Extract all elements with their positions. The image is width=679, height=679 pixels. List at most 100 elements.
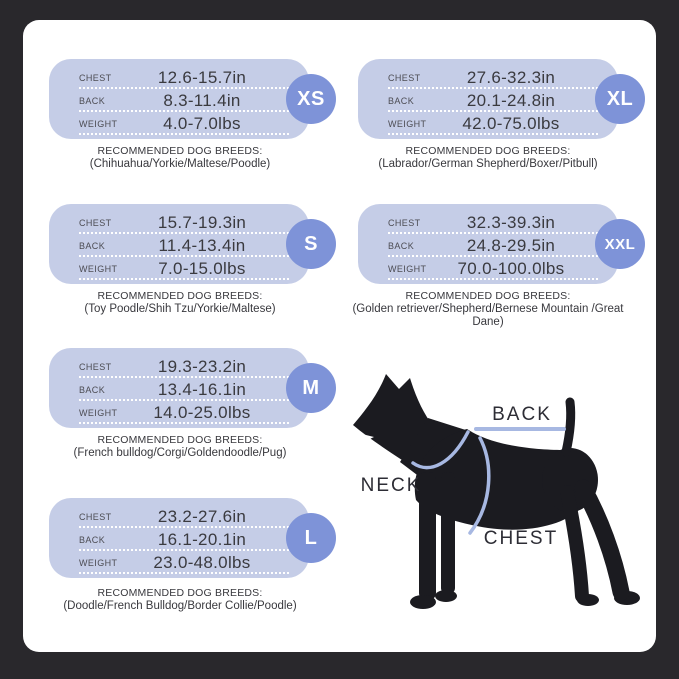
measurement-rows: CHEST 15.7-19.3in BACK 11.4-13.4in WEIGH… <box>79 211 289 280</box>
size-badge-s: S <box>286 219 336 269</box>
breed-names: (French bulldog/Corgi/Goldendoodle/Pug) <box>73 447 287 459</box>
size-panel-xl: CHEST 27.6-32.3in BACK 20.1-24.8in WEIGH… <box>358 59 645 139</box>
weight-row: WEIGHT 23.0-48.0lbs <box>79 551 289 574</box>
chest-label: CHEST <box>79 512 112 522</box>
dog-mouth-notch <box>354 432 374 445</box>
size-chart-card: CHEST 12.6-15.7in BACK 8.3-11.4in WEIGHT… <box>23 20 656 652</box>
diagram-back-label: BACK <box>492 404 552 425</box>
size-panel-xxl: CHEST 32.3-39.3in BACK 24.8-29.5in WEIGH… <box>358 204 645 284</box>
breeds-block-m: RECOMMENDED DOG BREEDS: (French bulldog/… <box>25 434 335 460</box>
size-badge-xl: XL <box>595 74 645 124</box>
weight-value: 70.0-100.0lbs <box>457 259 565 278</box>
back-label: BACK <box>388 96 415 106</box>
back-row: BACK 20.1-24.8in <box>388 89 598 112</box>
chest-label: CHEST <box>388 73 421 83</box>
chest-value: 15.7-19.3in <box>157 213 247 232</box>
chest-label: CHEST <box>79 218 112 228</box>
dog-silhouette-icon <box>353 374 640 609</box>
back-value: 16.1-20.1in <box>157 530 247 549</box>
chest-label: CHEST <box>79 73 112 83</box>
chest-value: 32.3-39.3in <box>466 213 556 232</box>
breed-names: (Chihuahua/Yorkie/Maltese/Poodle) <box>89 158 271 170</box>
size-panel-xs: CHEST 12.6-15.7in BACK 8.3-11.4in WEIGHT… <box>49 59 336 139</box>
measurement-rows: CHEST 23.2-27.6in BACK 16.1-20.1in WEIGH… <box>79 505 289 574</box>
back-row: BACK 8.3-11.4in <box>79 89 289 112</box>
recommended-heading: RECOMMENDED DOG BREEDS: <box>97 434 263 446</box>
back-row: BACK 11.4-13.4in <box>79 234 289 257</box>
dog-silhouette-limbs <box>560 397 630 603</box>
back-row: BACK 13.4-16.1in <box>79 378 289 401</box>
breeds-block-s: RECOMMENDED DOG BREEDS: (Toy Poodle/Shih… <box>25 290 335 316</box>
weight-label: WEIGHT <box>79 119 118 129</box>
weight-label: WEIGHT <box>79 558 118 568</box>
size-panel-m: CHEST 19.3-23.2in BACK 13.4-16.1in WEIGH… <box>49 348 336 428</box>
recommended-heading: RECOMMENDED DOG BREEDS: <box>405 290 571 302</box>
breed-names: (Toy Poodle/Shih Tzu/Yorkie/Maltese) <box>84 303 276 315</box>
back-label: BACK <box>79 96 106 106</box>
size-badge-xs: XS <box>286 74 336 124</box>
chest-value: 23.2-27.6in <box>157 507 247 526</box>
chest-row: CHEST 27.6-32.3in <box>388 66 598 89</box>
measurement-rows: CHEST 32.3-39.3in BACK 24.8-29.5in WEIGH… <box>388 211 598 280</box>
chest-label: CHEST <box>79 362 112 372</box>
back-label: BACK <box>79 385 106 395</box>
chest-girth-line <box>468 436 491 535</box>
measurement-rows: CHEST 12.6-15.7in BACK 8.3-11.4in WEIGHT… <box>79 66 289 135</box>
size-badge-xxl: XXL <box>595 219 645 269</box>
dog-measurement-diagram: BACK NECK CHEST <box>353 374 640 609</box>
weight-row: WEIGHT 14.0-25.0lbs <box>79 401 289 424</box>
weight-row: WEIGHT 7.0-15.0lbs <box>79 257 289 280</box>
breeds-block-l: RECOMMENDED DOG BREEDS: (Doodle/French B… <box>25 587 335 613</box>
back-label: BACK <box>79 241 106 251</box>
back-value: 8.3-11.4in <box>163 91 241 110</box>
weight-label: WEIGHT <box>388 264 427 274</box>
chest-value: 27.6-32.3in <box>466 68 556 87</box>
back-label: BACK <box>79 535 106 545</box>
weight-value: 7.0-15.0lbs <box>158 259 246 278</box>
chest-label: CHEST <box>388 218 421 228</box>
weight-label: WEIGHT <box>79 408 118 418</box>
recommended-heading: RECOMMENDED DOG BREEDS: <box>97 290 263 302</box>
weight-value: 23.0-48.0lbs <box>153 553 251 572</box>
breed-names: (Golden retriever/Shepherd/Bernese Mount… <box>352 303 624 328</box>
back-value: 20.1-24.8in <box>466 91 556 110</box>
weight-row: WEIGHT 70.0-100.0lbs <box>388 257 598 280</box>
breed-names: (Labrador/German Shepherd/Boxer/Pitbull) <box>378 158 598 170</box>
neck-girth-line <box>411 430 470 470</box>
chest-value: 19.3-23.2in <box>157 357 247 376</box>
weight-value: 4.0-7.0lbs <box>163 114 241 133</box>
diagram-chest-label: CHEST <box>484 528 558 549</box>
chest-row: CHEST 12.6-15.7in <box>79 66 289 89</box>
size-panel-l: CHEST 23.2-27.6in BACK 16.1-20.1in WEIGH… <box>49 498 336 578</box>
breed-names: (Doodle/French Bulldog/Border Collie/Poo… <box>63 600 297 612</box>
breeds-block-xs: RECOMMENDED DOG BREEDS: (Chihuahua/Yorki… <box>25 145 335 171</box>
harness-lines <box>411 430 491 535</box>
weight-value: 42.0-75.0lbs <box>462 114 560 133</box>
weight-row: WEIGHT 42.0-75.0lbs <box>388 112 598 135</box>
measurement-rows: CHEST 27.6-32.3in BACK 20.1-24.8in WEIGH… <box>388 66 598 135</box>
size-badge-l: L <box>286 513 336 563</box>
weight-value: 14.0-25.0lbs <box>153 403 251 422</box>
chest-value: 12.6-15.7in <box>157 68 247 87</box>
weight-label: WEIGHT <box>388 119 427 129</box>
recommended-heading: RECOMMENDED DOG BREEDS: <box>97 587 263 599</box>
chest-row: CHEST 32.3-39.3in <box>388 211 598 234</box>
chest-row: CHEST 19.3-23.2in <box>79 355 289 378</box>
breeds-block-xl: RECOMMENDED DOG BREEDS: (Labrador/German… <box>335 145 641 171</box>
measurement-rows: CHEST 19.3-23.2in BACK 13.4-16.1in WEIGH… <box>79 355 289 424</box>
chest-row: CHEST 23.2-27.6in <box>79 505 289 528</box>
size-panel-s: CHEST 15.7-19.3in BACK 11.4-13.4in WEIGH… <box>49 204 336 284</box>
recommended-heading: RECOMMENDED DOG BREEDS: <box>405 145 571 157</box>
back-value: 24.8-29.5in <box>466 236 556 255</box>
chest-row: CHEST 15.7-19.3in <box>79 211 289 234</box>
size-badge-m: M <box>286 363 336 413</box>
breeds-block-xxl: RECOMMENDED DOG BREEDS: (Golden retrieve… <box>335 290 641 329</box>
back-value: 11.4-13.4in <box>158 236 246 255</box>
back-row: BACK 16.1-20.1in <box>79 528 289 551</box>
weight-row: WEIGHT 4.0-7.0lbs <box>79 112 289 135</box>
diagram-neck-label: NECK <box>361 475 422 496</box>
back-label: BACK <box>388 241 415 251</box>
back-value: 13.4-16.1in <box>157 380 247 399</box>
recommended-heading: RECOMMENDED DOG BREEDS: <box>97 145 263 157</box>
back-row: BACK 24.8-29.5in <box>388 234 598 257</box>
